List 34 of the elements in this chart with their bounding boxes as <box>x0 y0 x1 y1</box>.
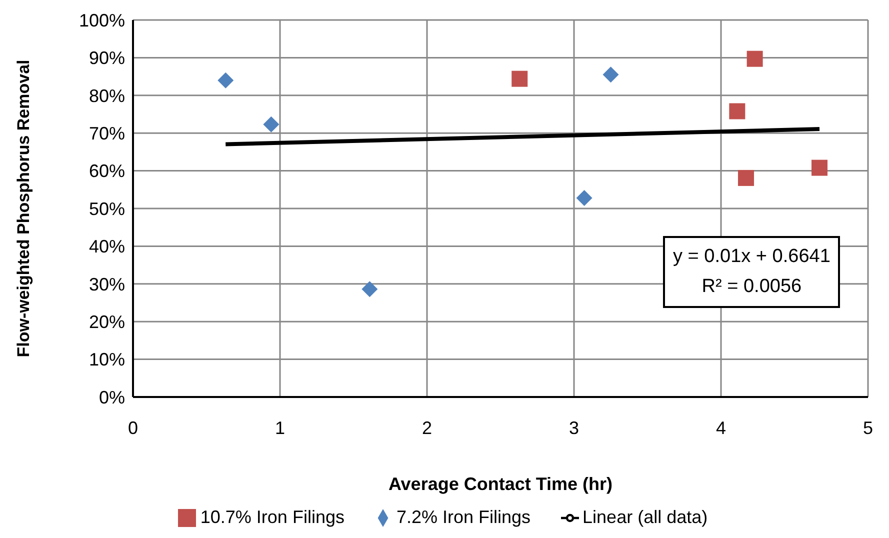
point <box>576 190 592 206</box>
y-tick-label: 50% <box>88 198 125 219</box>
point <box>738 170 754 186</box>
x-tick-label: 4 <box>716 418 726 438</box>
point <box>218 72 234 88</box>
y-tick-label: 10% <box>88 350 125 370</box>
point <box>746 50 763 67</box>
annotation: y = 0.01x + 0.6641 <box>673 245 830 269</box>
annotation: R² = 0.0056 <box>700 275 803 299</box>
y-tick-label: 60% <box>88 161 125 182</box>
legend-label: Linear (all data) <box>582 507 708 527</box>
y-tick-label: 70% <box>88 123 125 144</box>
x-axis-title: Average Contact Time (hr) <box>388 474 613 494</box>
y-tick-label: 100% <box>78 10 125 30</box>
point <box>263 116 280 132</box>
x-tick-label: 5 <box>862 418 874 438</box>
y-tick-label: 40% <box>88 236 125 257</box>
x-tick-label: 2 <box>422 418 432 438</box>
x-tick-label: 0 <box>128 418 138 438</box>
legend-label: 10.7% Iron Filings <box>200 507 344 527</box>
x-tick-label: 1 <box>274 418 286 438</box>
y-tick-label: 90% <box>88 48 125 68</box>
y-tick-label: 20% <box>88 312 125 332</box>
point <box>729 103 746 120</box>
point <box>512 70 528 87</box>
point <box>811 160 828 176</box>
legend-label: 7.2% Iron Filings <box>396 507 531 527</box>
x-tick-label: 3 <box>568 418 580 438</box>
y-tick-label: 80% <box>88 86 125 106</box>
point <box>602 66 619 83</box>
y-tick-label: 30% <box>88 274 125 294</box>
y-axis-title: Flow-weighted Phosphorus Removal <box>14 60 34 358</box>
point <box>362 281 378 298</box>
y-tick-label: 0% <box>98 387 125 408</box>
